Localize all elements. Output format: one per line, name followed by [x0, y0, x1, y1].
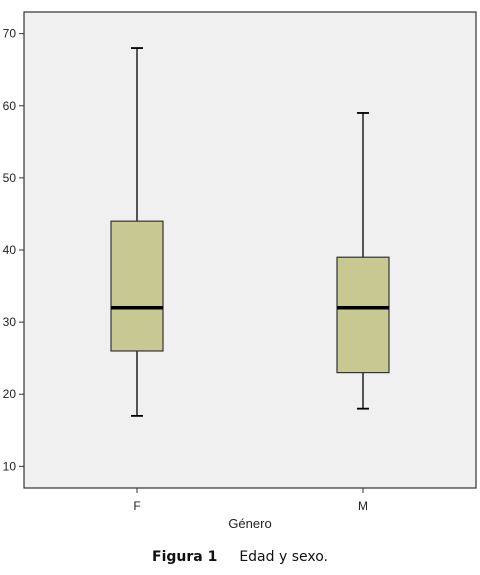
x-tick-label: M [358, 499, 368, 513]
y-tick-label: 60 [3, 99, 17, 113]
x-axis-title: Género [228, 516, 271, 531]
figure-caption: Figura 1 Edad y sexo. [0, 549, 480, 565]
box-F [110, 220, 164, 352]
y-tick-label: 70 [3, 27, 17, 41]
y-tick-label: 50 [3, 171, 17, 185]
y-tick-label: 10 [3, 459, 17, 473]
plot-area [23, 11, 477, 489]
figure-caption-text: Edad y sexo. [239, 549, 328, 565]
y-tick-label: 20 [3, 387, 17, 401]
y-tick-label: 40 [3, 243, 17, 257]
y-tick-label: 30 [3, 315, 17, 329]
box-M [336, 256, 390, 374]
x-tick-label: F [133, 499, 140, 513]
figure-label: Figura 1 [152, 549, 218, 565]
boxplot-chart: 10 20 30 40 50 60 70 F M Género [3, 11, 477, 531]
